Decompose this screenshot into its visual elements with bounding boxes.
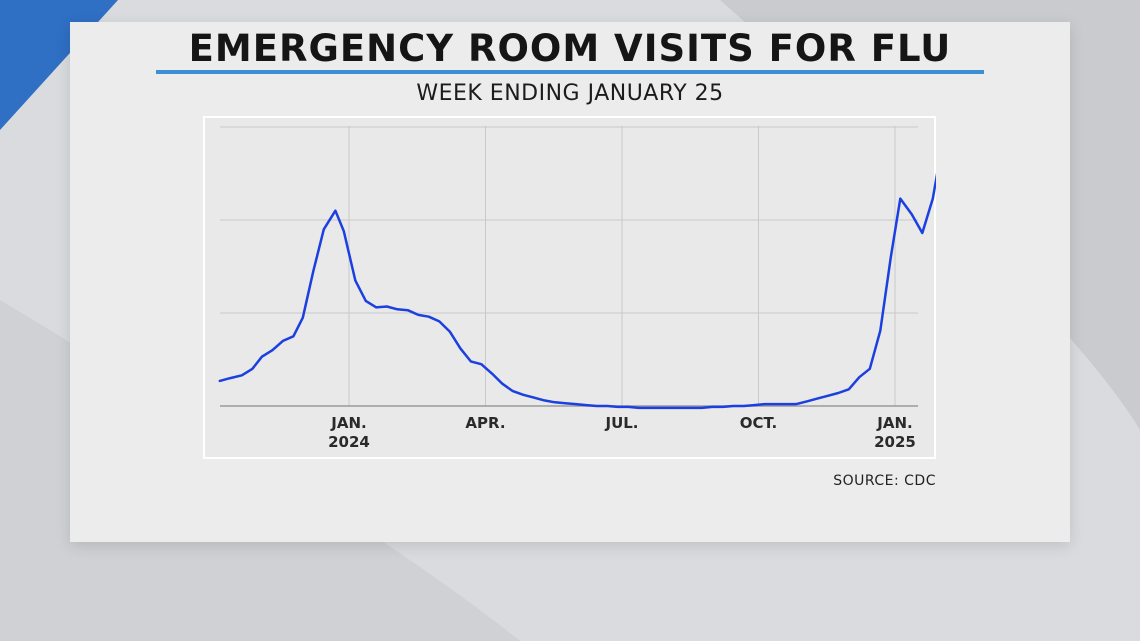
x-tick-label: OCT. (739, 414, 778, 432)
chart-title: EMERGENCY ROOM VISITS FOR FLU (188, 27, 952, 70)
plot-area (203, 116, 936, 459)
chart-subtitle: WEEK ENDING JANUARY 25 (416, 81, 724, 106)
series-line-1 (218, 172, 936, 410)
x-tick-label: JAN. 2024 (328, 414, 370, 451)
line-chart (218, 126, 936, 410)
x-tick-label: JUL. (605, 414, 639, 432)
source-note: SOURCE: CDC (833, 473, 936, 489)
title-underline (156, 70, 984, 74)
x-tick-label: APR. (465, 414, 506, 432)
x-tick-label: JAN. 2025 (874, 414, 916, 451)
